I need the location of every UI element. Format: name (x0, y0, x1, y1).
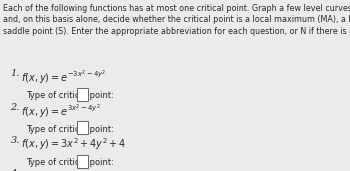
Text: Type of critical point:: Type of critical point: (26, 91, 114, 101)
Text: $f(x, y) = 3x + 4y + 4$: $f(x, y) = 3x + 4y + 4$ (21, 169, 116, 171)
Text: 3.: 3. (10, 136, 20, 145)
Text: and, on this basis alone, decide whether the critical point is a local maximum (: and, on this basis alone, decide whether… (3, 15, 350, 24)
Text: 1.: 1. (10, 69, 20, 78)
FancyBboxPatch shape (77, 88, 88, 101)
Text: $f(x, y) = e^{-3x^2-4y^2}$: $f(x, y) = e^{-3x^2-4y^2}$ (21, 69, 106, 87)
FancyBboxPatch shape (77, 155, 88, 168)
Text: $f(x, y) = e^{3x^2-4y^2}$: $f(x, y) = e^{3x^2-4y^2}$ (21, 103, 101, 120)
Text: Each of the following functions has at most one critical point. Graph a few leve: Each of the following functions has at m… (3, 4, 350, 13)
Text: $f(x, y) = 3x^2 + 4y^2 + 4$: $f(x, y) = 3x^2 + 4y^2 + 4$ (21, 136, 126, 152)
Text: Type of critical point:: Type of critical point: (26, 158, 114, 167)
FancyBboxPatch shape (77, 121, 88, 134)
Text: saddle point (S). Enter the appropriate abbreviation for each question, or N if : saddle point (S). Enter the appropriate … (3, 27, 350, 36)
Text: 2.: 2. (10, 103, 20, 112)
Text: 4.: 4. (10, 169, 20, 171)
Text: Type of critical point:: Type of critical point: (26, 125, 114, 134)
